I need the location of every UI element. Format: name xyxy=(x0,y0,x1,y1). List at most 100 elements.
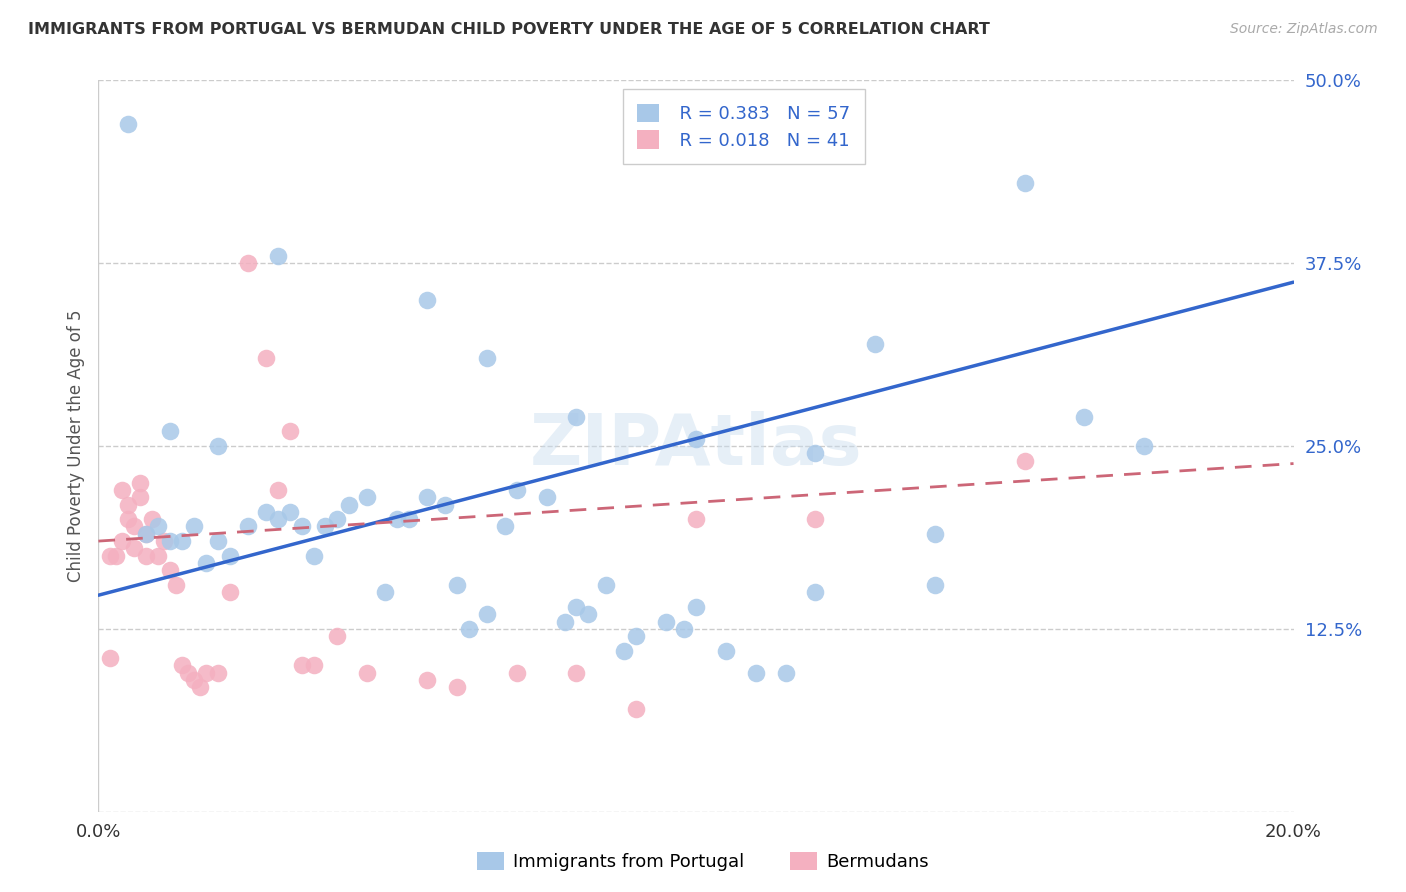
Point xyxy=(135,526,157,541)
Point xyxy=(374,585,396,599)
Point xyxy=(177,665,200,680)
Point xyxy=(416,673,439,687)
Point xyxy=(159,563,181,577)
Point xyxy=(595,578,617,592)
Point xyxy=(458,622,481,636)
Point xyxy=(129,490,152,504)
Point xyxy=(129,475,152,490)
Point xyxy=(254,505,277,519)
Point xyxy=(148,549,170,563)
Point xyxy=(536,490,558,504)
Point xyxy=(554,615,576,629)
Point xyxy=(385,512,409,526)
Point xyxy=(626,702,648,716)
Point xyxy=(924,526,946,541)
Point xyxy=(326,629,349,643)
Point xyxy=(626,629,648,643)
Point xyxy=(278,505,301,519)
Point xyxy=(446,681,468,695)
Point xyxy=(278,425,301,439)
Point xyxy=(172,534,194,549)
Point xyxy=(207,439,229,453)
Point xyxy=(745,665,768,680)
Point xyxy=(267,512,290,526)
Point xyxy=(267,249,290,263)
Point xyxy=(291,658,314,673)
Point xyxy=(111,483,134,497)
Point xyxy=(685,599,707,614)
Point xyxy=(165,578,187,592)
Point xyxy=(685,432,707,446)
Point xyxy=(183,673,205,687)
Point xyxy=(124,541,146,556)
Point xyxy=(775,665,797,680)
Point xyxy=(475,607,498,622)
Point xyxy=(804,512,827,526)
Point xyxy=(195,556,218,570)
Point xyxy=(506,483,529,497)
Legend:   R = 0.383   N = 57,   R = 0.018   N = 41: R = 0.383 N = 57, R = 0.018 N = 41 xyxy=(623,89,865,164)
Legend: Immigrants from Portugal, Bermudans: Immigrants from Portugal, Bermudans xyxy=(470,845,936,879)
Point xyxy=(714,644,737,658)
Point xyxy=(924,578,946,592)
Point xyxy=(111,534,134,549)
Point xyxy=(446,578,468,592)
Point xyxy=(219,549,242,563)
Point xyxy=(655,615,678,629)
Point xyxy=(475,351,498,366)
Point xyxy=(339,498,361,512)
Point xyxy=(159,534,181,549)
Point xyxy=(207,665,229,680)
Point xyxy=(117,117,139,131)
Point xyxy=(135,549,157,563)
Point xyxy=(98,549,122,563)
Point xyxy=(315,519,337,533)
Point xyxy=(578,607,600,622)
Point xyxy=(326,512,349,526)
Point xyxy=(1014,453,1036,467)
Point xyxy=(291,519,314,533)
Point xyxy=(1133,439,1156,453)
Point xyxy=(141,512,163,526)
Point xyxy=(434,498,457,512)
Point xyxy=(416,293,439,307)
Point xyxy=(236,519,259,533)
Point xyxy=(188,681,211,695)
Point xyxy=(172,658,194,673)
Point xyxy=(124,519,146,533)
Point xyxy=(153,534,176,549)
Point xyxy=(1014,176,1036,190)
Y-axis label: Child Poverty Under the Age of 5: Child Poverty Under the Age of 5 xyxy=(66,310,84,582)
Point xyxy=(506,665,529,680)
Point xyxy=(183,519,205,533)
Point xyxy=(236,256,259,270)
Point xyxy=(302,549,325,563)
Point xyxy=(219,585,242,599)
Point xyxy=(565,665,588,680)
Point xyxy=(804,585,827,599)
Point xyxy=(98,651,122,665)
Point xyxy=(135,526,157,541)
Point xyxy=(302,658,325,673)
Point xyxy=(117,498,139,512)
Point xyxy=(865,336,887,351)
Point xyxy=(416,490,439,504)
Point xyxy=(1073,409,1095,424)
Point xyxy=(267,483,290,497)
Point xyxy=(105,549,128,563)
Point xyxy=(613,644,636,658)
Point xyxy=(356,665,378,680)
Text: Source: ZipAtlas.com: Source: ZipAtlas.com xyxy=(1230,22,1378,37)
Point xyxy=(494,519,516,533)
Point xyxy=(685,512,707,526)
Point xyxy=(565,409,588,424)
Point xyxy=(159,425,181,439)
Point xyxy=(398,512,420,526)
Point xyxy=(254,351,277,366)
Point xyxy=(117,512,139,526)
Point xyxy=(195,665,218,680)
Point xyxy=(673,622,696,636)
Text: IMMIGRANTS FROM PORTUGAL VS BERMUDAN CHILD POVERTY UNDER THE AGE OF 5 CORRELATIO: IMMIGRANTS FROM PORTUGAL VS BERMUDAN CHI… xyxy=(28,22,990,37)
Point xyxy=(356,490,378,504)
Point xyxy=(148,519,170,533)
